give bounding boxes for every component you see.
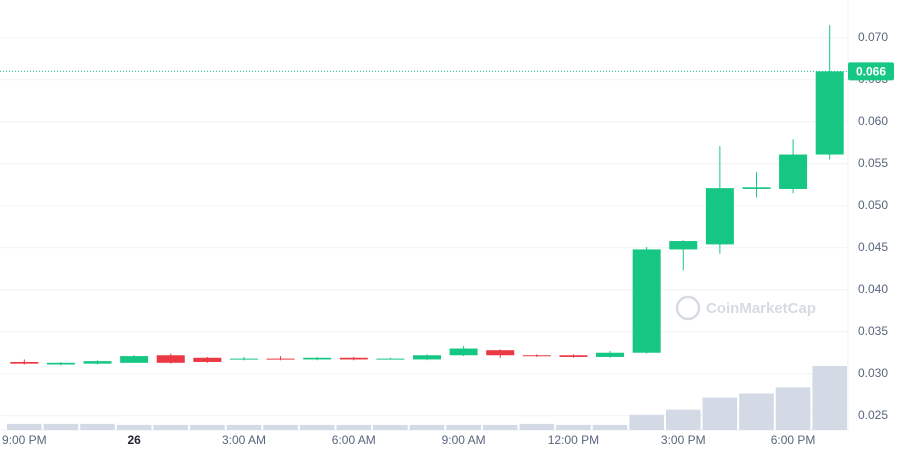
volume-bar [336,424,372,430]
candle-body [339,357,368,360]
x-tick-label: 12:00 PM [548,433,599,447]
candle-body [632,249,661,353]
y-tick-label: 0.040 [858,282,888,296]
candle-body [413,355,441,360]
candle-body [193,357,222,362]
volume-bar [665,409,701,430]
y-tick-label: 0.035 [858,324,888,338]
y-tick-label: 0.055 [858,156,888,170]
candle-body [46,362,75,365]
volume-bar [739,393,774,430]
candle-body [815,71,844,155]
x-tick-label: 9:00 PM [2,433,47,447]
volume-bar [629,414,664,430]
volume-bar [592,424,628,430]
volume-bar [702,397,738,430]
volume-bar [80,423,115,430]
candle-body [596,352,625,357]
candle-body [120,356,149,363]
last-price-box [848,62,894,81]
candle-body [266,358,295,360]
watermark-text: CoinMarketCap [706,300,816,317]
y-tick-label: 0.050 [858,198,888,212]
candle-body [83,361,112,364]
candle-body [705,188,734,245]
watermark-logo [675,295,701,321]
x-tick-label: 6:00 AM [332,433,376,447]
candle-body [156,355,185,363]
y-tick-label: 0.025 [858,408,888,422]
x-tick-label: 3:00 PM [661,433,706,447]
candle-body [376,358,405,360]
volume-bar [482,424,518,430]
last-price-label: 0.066 [856,65,886,79]
x-tick-label: 6:00 PM [771,433,816,447]
x-tick-label: 26 [127,433,141,447]
candle-body [10,361,39,364]
candle-body [559,355,588,357]
volume-bar [226,424,262,430]
x-tick-label: 3:00 AM [222,433,266,447]
volume-bar [812,366,847,430]
volume-bar [153,424,189,430]
volume-bar [116,424,152,430]
candle-body [303,357,332,360]
volume-bar [373,424,408,430]
volume-bar [299,424,335,430]
volume-bar [519,423,555,430]
volume-bar [775,387,811,430]
watermark: CoinMarketCap [675,295,816,321]
volume-bar [409,424,445,430]
candle-body [779,154,808,189]
volume-bar [263,424,298,430]
y-tick-label: 0.045 [858,240,888,254]
candle-body [486,350,515,356]
volume-bar [190,424,225,430]
candle-body [522,355,551,357]
volume-bar [446,424,481,430]
y-tick-label: 0.030 [858,366,888,380]
x-tick-label: 9:00 AM [442,433,486,447]
candle-body [229,358,258,360]
candle-body [449,348,478,356]
candle-body [742,187,771,189]
volume-bar [556,424,591,430]
volume-bar [7,423,42,430]
volume-bar [43,423,79,430]
y-tick-label: 0.060 [858,114,888,128]
y-tick-label: 0.070 [858,30,888,44]
candle-body [669,241,698,250]
